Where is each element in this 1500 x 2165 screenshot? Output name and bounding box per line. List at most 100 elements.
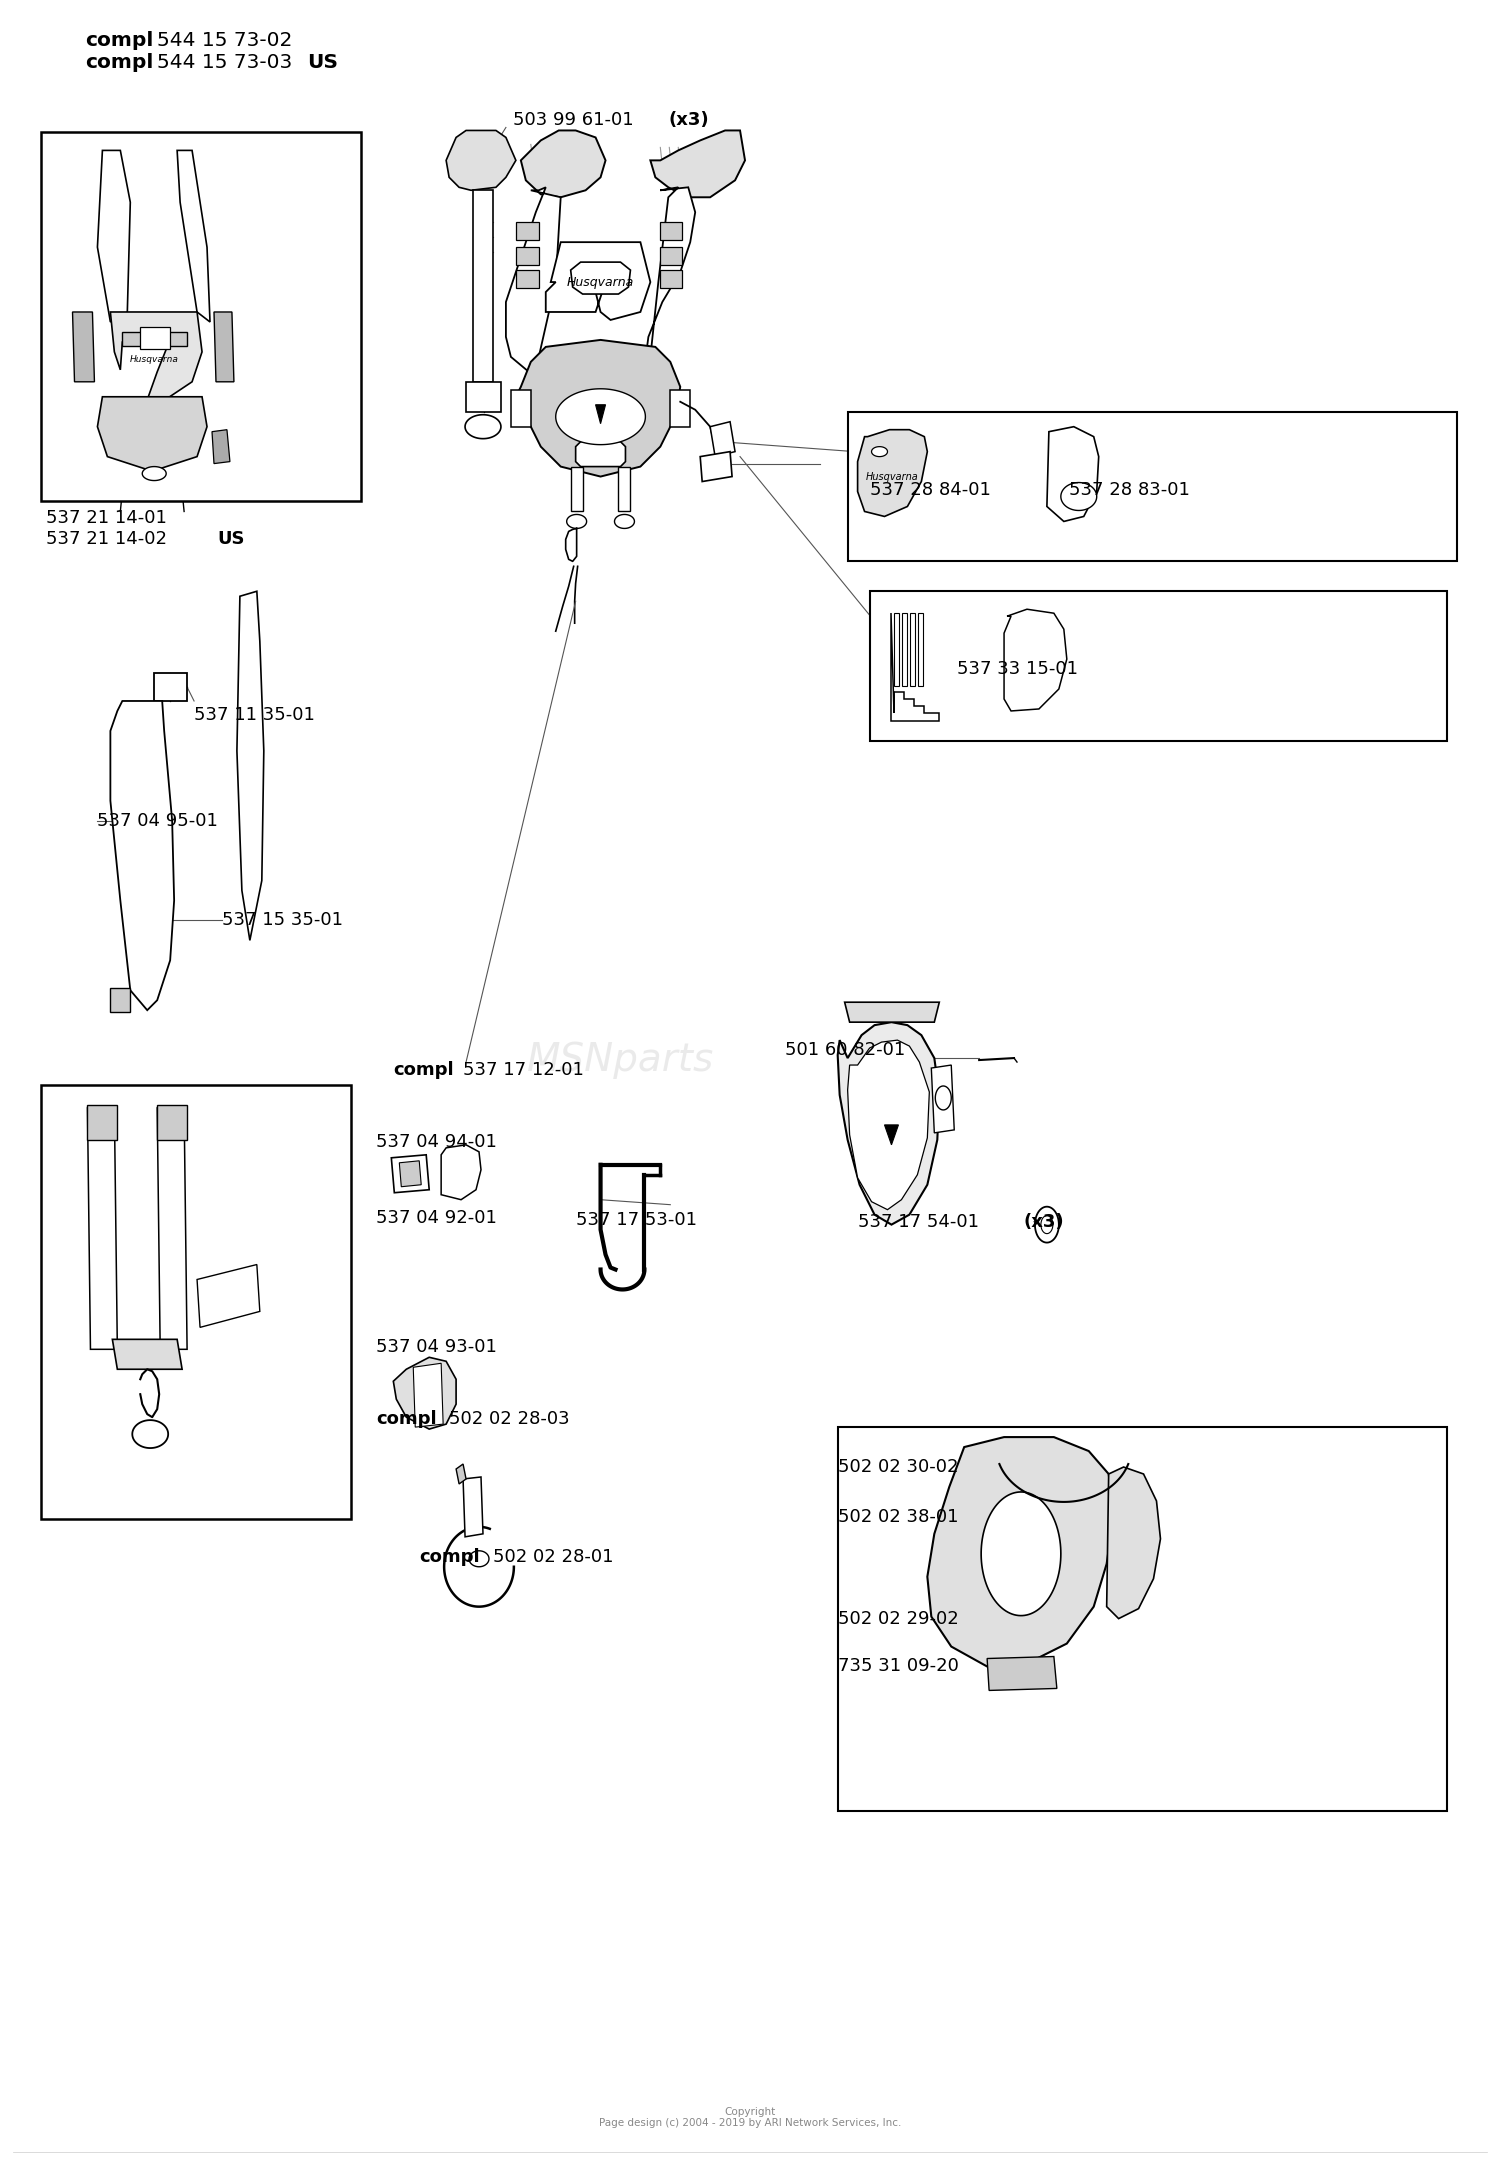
Polygon shape (660, 271, 682, 288)
Polygon shape (710, 422, 735, 457)
Polygon shape (177, 149, 210, 323)
Polygon shape (464, 1477, 483, 1537)
Bar (40, 1085, 351, 1520)
Polygon shape (142, 468, 166, 481)
Text: compl: compl (376, 1409, 436, 1429)
Polygon shape (927, 1438, 1113, 1667)
Text: 537 28 83-01: 537 28 83-01 (1070, 481, 1190, 498)
Polygon shape (1060, 483, 1096, 511)
Polygon shape (651, 130, 746, 197)
Polygon shape (211, 429, 230, 463)
Polygon shape (932, 1065, 954, 1132)
Polygon shape (847, 1039, 930, 1210)
Text: Copyright
Page design (c) 2004 - 2019 by ARI Network Services, Inc.: Copyright Page design (c) 2004 - 2019 by… (598, 2107, 902, 2128)
Polygon shape (516, 340, 681, 476)
Text: 537 04 95-01: 537 04 95-01 (98, 812, 219, 829)
Polygon shape (844, 1002, 939, 1022)
Polygon shape (72, 312, 94, 381)
Polygon shape (670, 390, 690, 427)
Bar (870, 591, 1448, 740)
Polygon shape (615, 515, 634, 528)
Bar (847, 411, 1458, 561)
Text: 537 11 35-01: 537 11 35-01 (194, 706, 315, 723)
Text: 502 02 30-02: 502 02 30-02 (837, 1457, 958, 1477)
Polygon shape (441, 1145, 482, 1199)
Text: 537 17 54-01: 537 17 54-01 (858, 1212, 984, 1230)
Text: US: US (306, 54, 338, 71)
Polygon shape (546, 242, 651, 320)
Bar (40, 132, 362, 502)
Text: 537 04 92-01: 537 04 92-01 (376, 1208, 498, 1228)
Text: 537 04 93-01: 537 04 93-01 (376, 1338, 498, 1355)
Polygon shape (158, 1108, 188, 1349)
Polygon shape (516, 223, 538, 240)
Polygon shape (111, 312, 202, 403)
Polygon shape (1041, 1217, 1053, 1234)
Polygon shape (399, 1160, 422, 1186)
Polygon shape (98, 396, 207, 470)
Polygon shape (910, 613, 915, 686)
Polygon shape (87, 1108, 117, 1349)
Polygon shape (885, 1126, 898, 1145)
Polygon shape (98, 149, 130, 323)
Text: 502 02 29-02: 502 02 29-02 (837, 1609, 958, 1628)
Text: 537 21 14-01: 537 21 14-01 (45, 509, 166, 528)
Polygon shape (987, 1656, 1058, 1691)
Text: (x3): (x3) (1024, 1212, 1065, 1230)
Text: 502 02 38-01: 502 02 38-01 (837, 1507, 958, 1526)
Text: (x3): (x3) (669, 110, 710, 130)
Text: compl: compl (86, 30, 154, 50)
Polygon shape (645, 188, 694, 372)
Polygon shape (512, 390, 531, 427)
Polygon shape (700, 452, 732, 481)
Text: 537 17 12-01: 537 17 12-01 (464, 1061, 584, 1078)
Polygon shape (567, 515, 586, 528)
Polygon shape (837, 1022, 939, 1225)
Polygon shape (918, 613, 924, 686)
Polygon shape (1035, 1206, 1059, 1243)
Polygon shape (520, 130, 606, 197)
Polygon shape (154, 673, 188, 701)
Polygon shape (196, 1264, 260, 1327)
Text: 537 21 14-02: 537 21 14-02 (45, 530, 172, 548)
Text: Husqvarna: Husqvarna (865, 472, 919, 481)
Polygon shape (393, 1357, 456, 1429)
Polygon shape (111, 701, 174, 1011)
Polygon shape (618, 468, 630, 511)
Polygon shape (903, 613, 908, 686)
Polygon shape (936, 1087, 951, 1111)
Polygon shape (660, 247, 682, 264)
Polygon shape (596, 405, 606, 424)
Polygon shape (516, 247, 538, 264)
Polygon shape (465, 416, 501, 439)
Polygon shape (111, 987, 130, 1013)
Text: compl: compl (86, 54, 154, 71)
Text: Husqvarna: Husqvarna (567, 275, 634, 288)
Text: US: US (217, 530, 244, 548)
Text: 501 60 82-01: 501 60 82-01 (784, 1041, 904, 1059)
Bar (123, 331, 188, 346)
Polygon shape (414, 1364, 442, 1427)
Polygon shape (456, 1464, 466, 1483)
Polygon shape (576, 442, 626, 468)
Polygon shape (1004, 608, 1066, 710)
Polygon shape (516, 271, 538, 288)
Text: 537 15 35-01: 537 15 35-01 (222, 911, 344, 929)
Polygon shape (392, 1154, 429, 1193)
Text: 537 28 84-01: 537 28 84-01 (870, 481, 990, 498)
Polygon shape (214, 312, 234, 381)
Text: 537 17 53-01: 537 17 53-01 (576, 1210, 696, 1230)
Polygon shape (891, 613, 939, 721)
Text: compl: compl (393, 1061, 454, 1078)
Text: 502 02 28-01: 502 02 28-01 (494, 1548, 614, 1565)
Bar (141, 327, 170, 349)
Polygon shape (75, 1184, 254, 1245)
Text: 735 31 09-20: 735 31 09-20 (837, 1658, 958, 1676)
Polygon shape (858, 429, 927, 517)
Text: compl: compl (419, 1548, 480, 1565)
Polygon shape (470, 1550, 489, 1567)
Polygon shape (472, 191, 494, 381)
Polygon shape (1107, 1468, 1161, 1619)
Polygon shape (894, 613, 900, 686)
Text: 537 04 94-01: 537 04 94-01 (376, 1132, 498, 1152)
